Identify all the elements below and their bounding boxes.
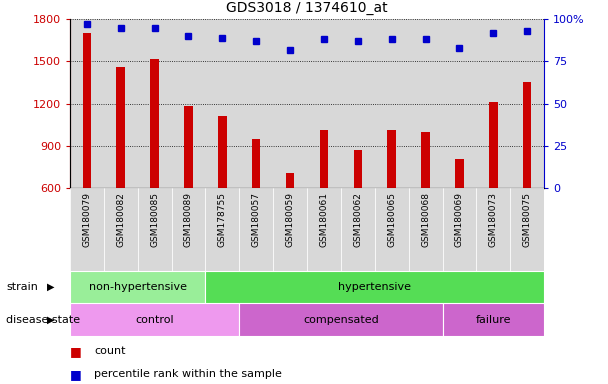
Bar	[240, 303, 443, 336]
Bar	[70, 19, 104, 188]
Bar	[150, 59, 159, 188]
Bar	[307, 188, 341, 271]
Bar	[70, 188, 104, 271]
Bar	[421, 132, 430, 188]
Text: ▶: ▶	[47, 282, 55, 292]
Bar	[286, 173, 294, 188]
Bar	[341, 19, 375, 188]
Bar	[83, 33, 91, 188]
Text: GSM180082: GSM180082	[116, 192, 125, 247]
Bar	[206, 19, 240, 188]
Text: GSM180065: GSM180065	[387, 192, 396, 247]
Text: GSM180073: GSM180073	[489, 192, 498, 247]
Bar	[171, 188, 206, 271]
Text: GSM180089: GSM180089	[184, 192, 193, 247]
Bar	[409, 19, 443, 188]
Text: failure: failure	[475, 314, 511, 325]
Bar	[70, 271, 206, 303]
Bar	[409, 188, 443, 271]
Text: GSM180075: GSM180075	[523, 192, 532, 247]
Bar	[104, 188, 137, 271]
Bar	[171, 19, 206, 188]
Title: GDS3018 / 1374610_at: GDS3018 / 1374610_at	[226, 2, 388, 15]
Text: GSM180079: GSM180079	[82, 192, 91, 247]
Text: GSM180069: GSM180069	[455, 192, 464, 247]
Bar	[523, 82, 531, 188]
Text: non-hypertensive: non-hypertensive	[89, 282, 187, 292]
Text: GSM180085: GSM180085	[150, 192, 159, 247]
Bar	[375, 188, 409, 271]
Bar	[273, 188, 307, 271]
Text: GSM180068: GSM180068	[421, 192, 430, 247]
Bar	[341, 188, 375, 271]
Text: count: count	[94, 346, 126, 356]
Bar	[477, 188, 510, 271]
Text: ■: ■	[70, 345, 81, 358]
Bar	[443, 19, 477, 188]
Bar	[184, 106, 193, 188]
Bar	[273, 19, 307, 188]
Text: control: control	[136, 314, 174, 325]
Bar	[206, 271, 544, 303]
Bar	[510, 19, 544, 188]
Text: GSM180062: GSM180062	[353, 192, 362, 247]
Text: GSM180057: GSM180057	[252, 192, 261, 247]
Bar	[104, 19, 137, 188]
Text: ■: ■	[70, 368, 81, 381]
Bar	[477, 19, 510, 188]
Bar	[387, 131, 396, 188]
Bar	[218, 116, 227, 188]
Bar	[375, 19, 409, 188]
Bar	[206, 188, 240, 271]
Bar	[455, 159, 464, 188]
Bar	[137, 19, 171, 188]
Bar	[240, 19, 273, 188]
Bar	[307, 19, 341, 188]
Bar	[117, 67, 125, 188]
Bar	[510, 188, 544, 271]
Text: ▶: ▶	[47, 314, 55, 325]
Bar	[443, 188, 477, 271]
Text: GSM180061: GSM180061	[319, 192, 328, 247]
Bar	[489, 101, 497, 188]
Text: GSM180059: GSM180059	[286, 192, 295, 247]
Text: GSM178755: GSM178755	[218, 192, 227, 247]
Text: hypertensive: hypertensive	[338, 282, 411, 292]
Bar	[137, 188, 171, 271]
Bar	[320, 131, 328, 188]
Text: compensated: compensated	[303, 314, 379, 325]
Bar	[70, 303, 240, 336]
Bar	[443, 303, 544, 336]
Bar	[240, 188, 273, 271]
Bar	[252, 139, 260, 188]
Text: percentile rank within the sample: percentile rank within the sample	[94, 369, 282, 379]
Text: strain: strain	[6, 282, 38, 292]
Bar	[354, 150, 362, 188]
Text: disease state: disease state	[6, 314, 80, 325]
